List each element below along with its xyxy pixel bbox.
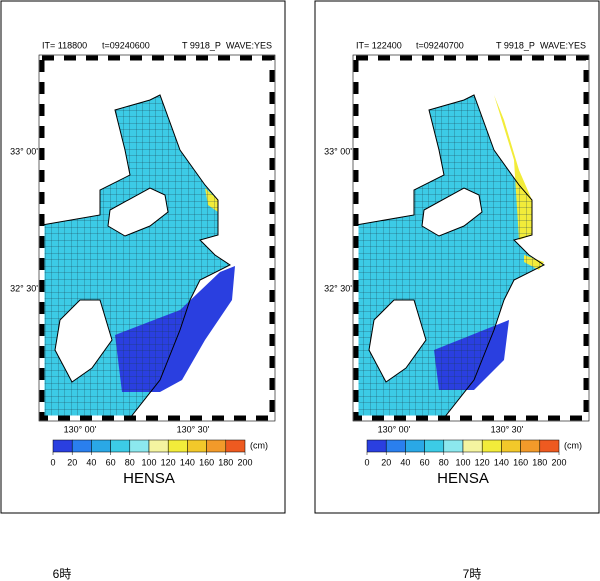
colorbar-unit: (cm)	[250, 440, 268, 450]
colorbar-segment	[91, 439, 111, 453]
lat-label: 33° 00'	[10, 146, 38, 156]
time: t=09240600	[102, 40, 150, 50]
colorbar-tick-label: 80	[439, 457, 449, 467]
colorbar-segment	[206, 439, 227, 453]
colorbar-segment	[110, 439, 131, 453]
colorbar-segment	[462, 439, 483, 453]
colorbar-segment	[443, 439, 464, 453]
colorbar-segment	[71, 439, 92, 453]
colorbar-title: HENSA	[437, 470, 489, 487]
colorbar-tick-label: 180	[532, 457, 547, 467]
colorbar-tick-label: 100	[141, 457, 156, 467]
case: T 9918_P	[182, 40, 221, 50]
colorbar-segment	[501, 439, 521, 453]
lon-label: 130° 30'	[177, 424, 210, 434]
map-frame	[39, 55, 275, 421]
colorbar-tick-label: 0	[364, 457, 369, 467]
wave: WAVE:YES	[540, 40, 586, 50]
colorbar-tick-label: 120	[475, 457, 490, 467]
colorbar-segment	[225, 439, 246, 453]
colorbar-title: HENSA	[123, 470, 175, 487]
land	[107, 187, 169, 237]
panel-border	[0, 0, 286, 514]
colorbar-segment	[385, 439, 406, 453]
map-frame	[38, 54, 276, 422]
colorbar-segment	[148, 439, 169, 453]
colorbar-unit: (cm)	[564, 440, 582, 450]
colorbar-tick-label: 120	[161, 457, 176, 467]
colorbar-segment	[481, 439, 502, 453]
land	[421, 187, 483, 237]
lon-label: 130° 00'	[378, 424, 411, 434]
land	[54, 299, 113, 383]
colorbar-segment	[539, 439, 560, 453]
colorbar-segment	[52, 439, 73, 453]
colorbar-tick-label: 60	[106, 457, 116, 467]
colorbar-tick-label: 200	[237, 457, 252, 467]
lat-label: 32° 30'	[10, 283, 38, 293]
colorbar-segment	[167, 439, 188, 453]
iteration: IT= 118800	[42, 40, 87, 50]
panel: IT= 122400 t=09240700 T 9918_P WAVE:YES 33° …	[314, 0, 600, 581]
colorbar-tick-label: 100	[455, 457, 470, 467]
caption: 7時	[463, 567, 482, 581]
lat-label: 32° 30'	[324, 283, 352, 293]
colorbar-segment	[520, 439, 541, 453]
colorbar-tick-label: 140	[180, 457, 195, 467]
map-frame	[352, 54, 590, 422]
time: t=09240700	[416, 40, 464, 50]
colorbar-tick-label: 40	[86, 457, 96, 467]
colorbar-tick-label: 20	[67, 457, 77, 467]
colorbar-tick-label: 200	[551, 457, 566, 467]
caption: 6時	[53, 567, 72, 581]
iteration: IT= 122400	[356, 40, 402, 50]
colorbar-segment	[187, 439, 207, 453]
colorbar-tick-label: 0	[50, 457, 55, 467]
colorbar-tick-label: 60	[420, 457, 430, 467]
colorbar-tick-label: 80	[125, 457, 135, 467]
map-frame	[353, 55, 589, 421]
colorbar-tick-label: 140	[494, 457, 509, 467]
wave: WAVE:YES	[226, 40, 272, 50]
colorbar-segment	[366, 439, 387, 453]
land	[368, 299, 427, 383]
case: T 9918_P	[496, 40, 535, 50]
colorbar-tick-label: 20	[381, 457, 391, 467]
colorbar-tick-label: 160	[513, 457, 528, 467]
lon-label: 130° 00'	[64, 424, 97, 434]
colorbar-segment	[405, 439, 425, 453]
panel: IT= 118800 t=09240600 T 9918_P WAVE:YES 33° …	[0, 0, 286, 581]
colorbar-segment	[424, 439, 445, 453]
colorbar-segment	[129, 439, 150, 453]
colorbar-tick-label: 40	[400, 457, 410, 467]
colorbar-tick-label: 160	[199, 457, 214, 467]
panel-border	[314, 0, 600, 514]
lon-label: 130° 30'	[491, 424, 524, 434]
lat-label: 33° 00'	[324, 146, 352, 156]
colorbar-tick-label: 180	[218, 457, 233, 467]
